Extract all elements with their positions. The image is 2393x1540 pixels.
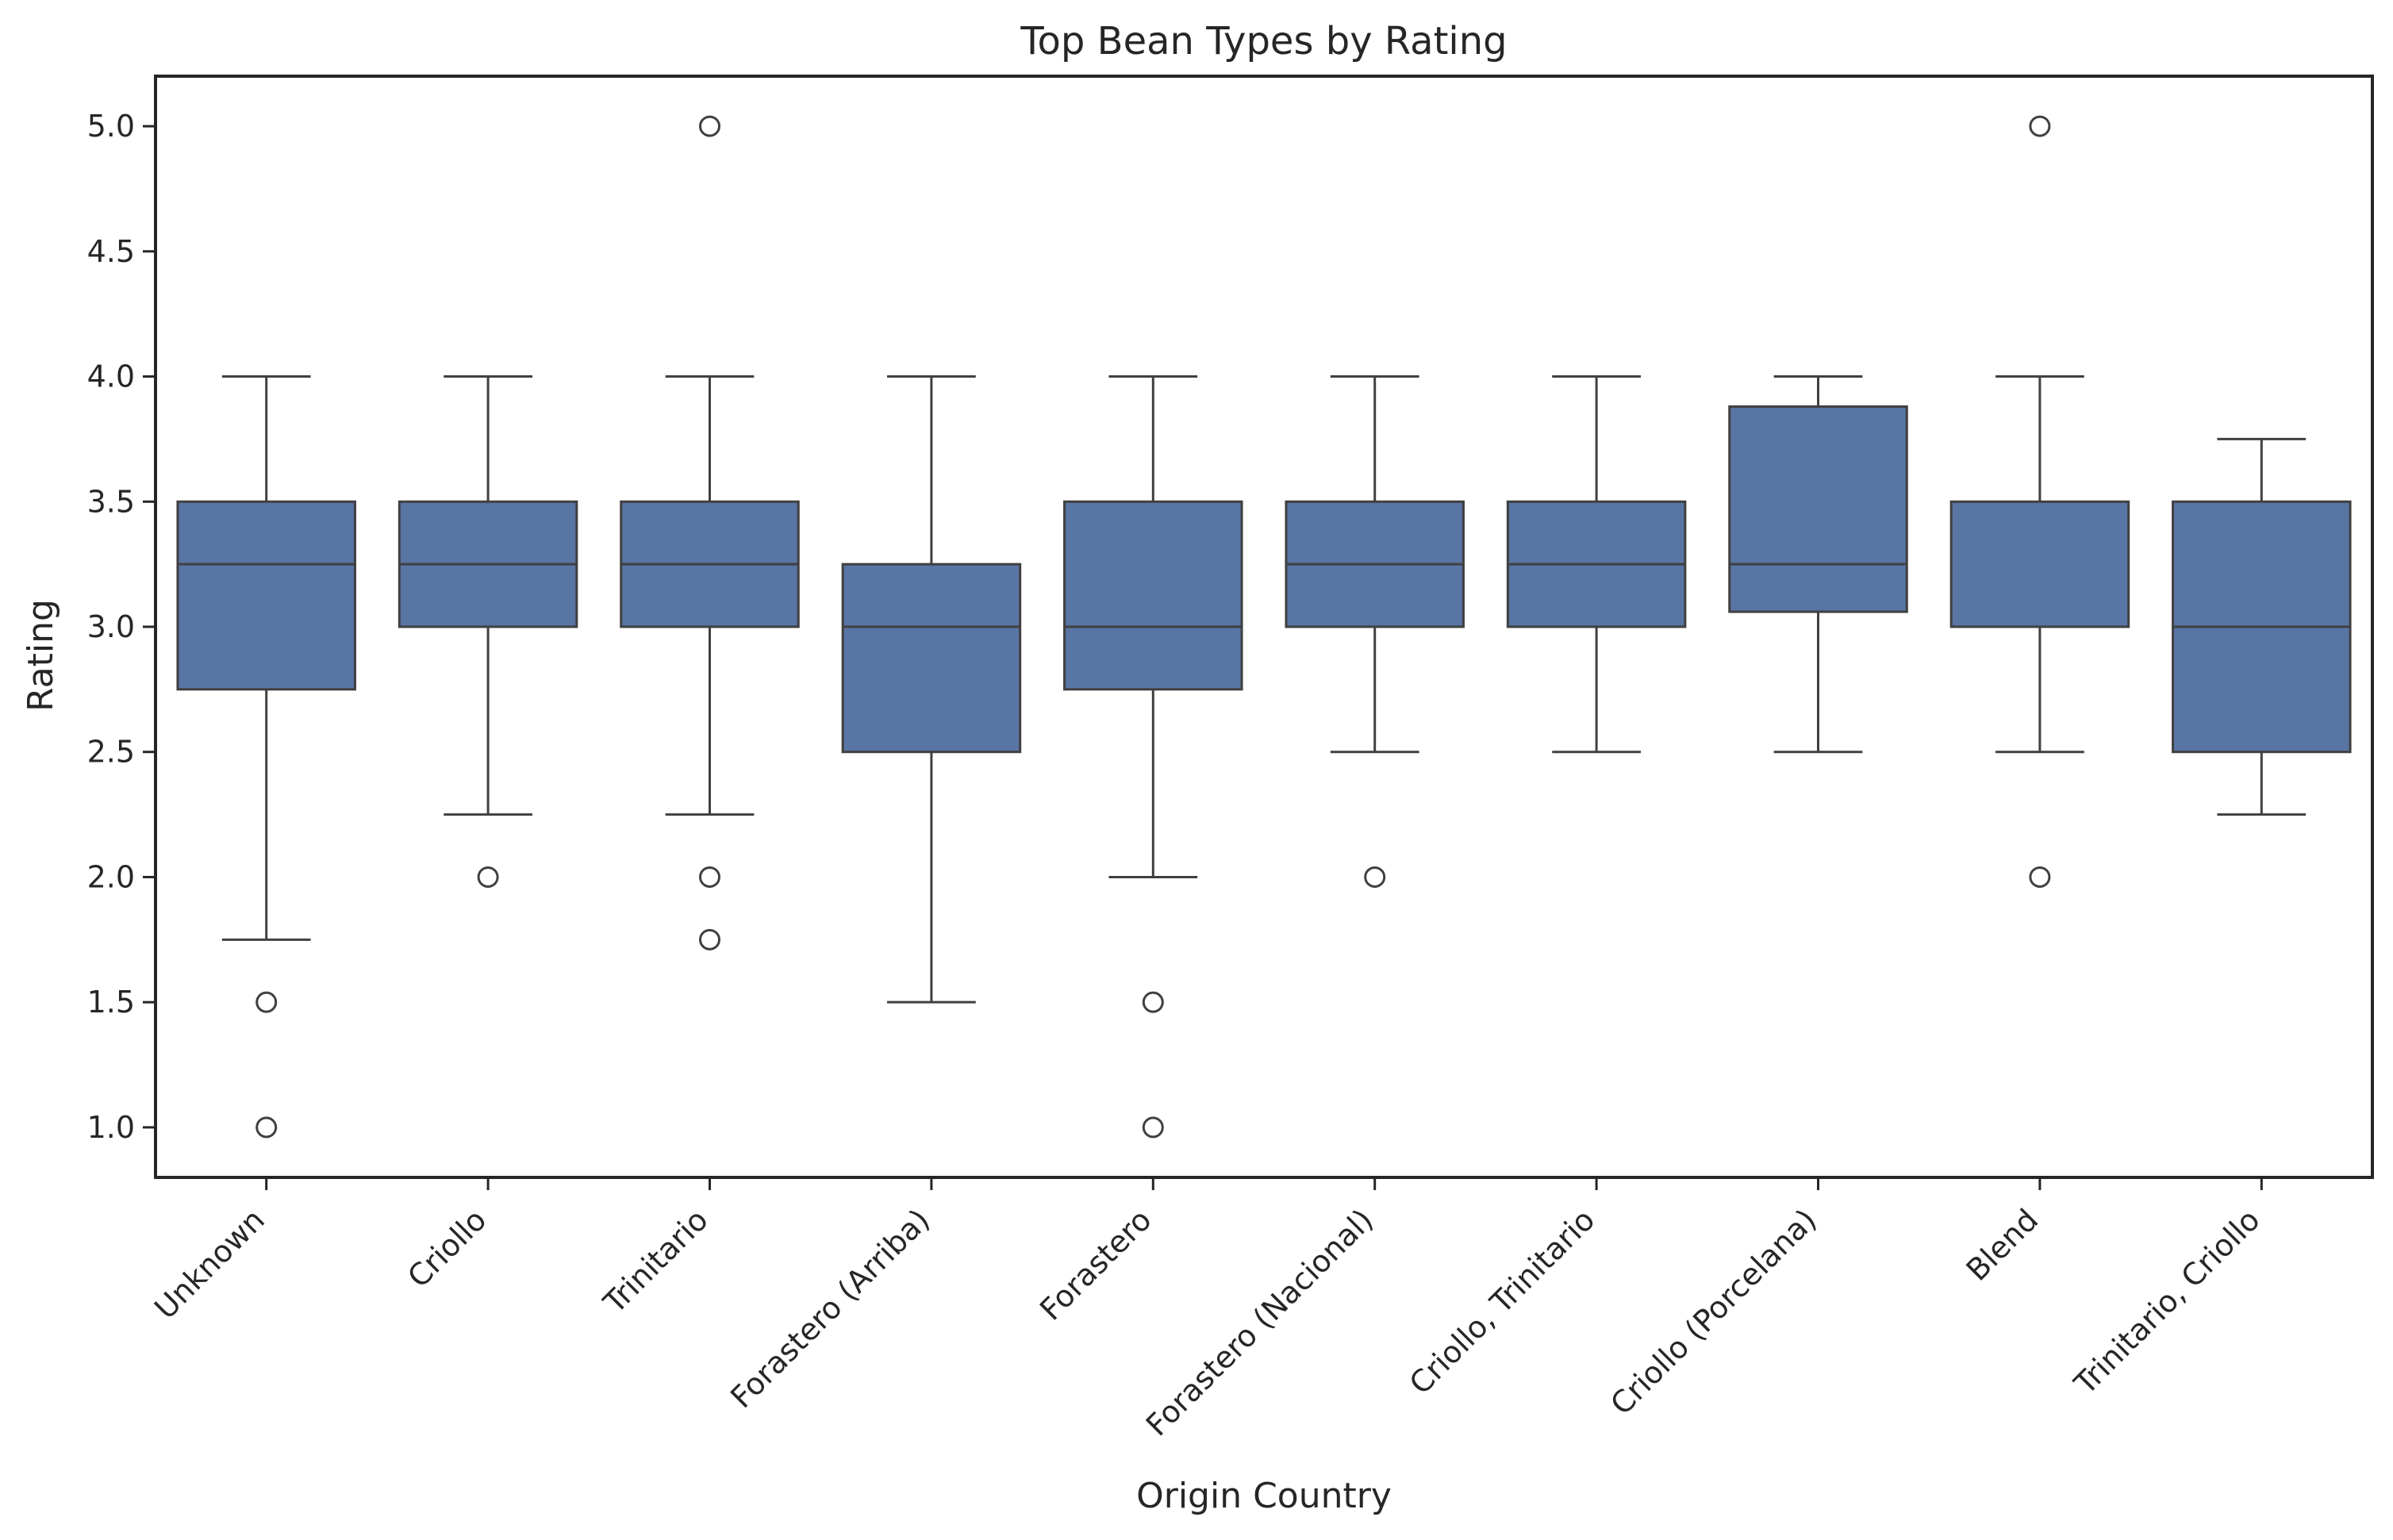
box-group — [1506, 375, 1687, 754]
x-tick-label: Unknown — [148, 1202, 271, 1326]
x-tick-label: Criollo — [401, 1202, 493, 1294]
box-group — [841, 375, 1022, 1004]
y-tick-label: 4.5 — [87, 234, 135, 269]
box-group — [176, 375, 356, 1139]
y-tick-label: 2.0 — [87, 859, 135, 894]
outlier-point — [699, 115, 720, 137]
y-axis: 1.0 1.5 2.0 2.5 3.0 3.5 4.0 4.5 5.0 — [87, 109, 156, 1145]
outlier-point — [255, 991, 278, 1013]
box-group — [1949, 115, 2130, 888]
box-group — [2172, 437, 2352, 816]
outlier-point — [255, 1116, 278, 1139]
outlier-point — [2029, 115, 2051, 137]
y-tick-label: 2.5 — [87, 735, 135, 770]
chart-title: Top Bean Types by Rating — [1020, 19, 1507, 63]
x-axis-label: Origin Country — [1136, 1476, 1392, 1516]
outlier-point — [1142, 1116, 1164, 1139]
y-axis-label: Rating — [21, 599, 61, 712]
box-group — [1285, 375, 1465, 888]
x-tick-label: Forastero — [1033, 1202, 1158, 1327]
x-tick-label: Criollo, Trinitario — [1403, 1202, 1602, 1401]
y-tick-label: 1.0 — [87, 1110, 135, 1145]
x-tick-label: Trinitario — [597, 1202, 715, 1320]
x-tick-label: Forastero (Nacional) — [1139, 1202, 1380, 1442]
x-tick-label: Blend — [1960, 1202, 2045, 1288]
box — [176, 500, 356, 691]
y-tick-label: 4.0 — [87, 359, 135, 394]
outlier-point — [1364, 866, 1386, 888]
box-group — [1728, 375, 1908, 754]
box — [1728, 405, 1908, 613]
box — [841, 563, 1022, 754]
y-tick-label: 3.5 — [87, 484, 135, 519]
box — [1949, 500, 2130, 628]
y-tick-label: 3.0 — [87, 609, 135, 644]
x-tick-label: Trinitario, Criollo — [2067, 1202, 2266, 1401]
outlier-point — [2029, 866, 2051, 888]
plot-area — [176, 115, 2352, 1139]
x-tick-label: Forastero (Arriba) — [724, 1202, 936, 1415]
y-tick-label: 5.0 — [87, 109, 135, 144]
outlier-point — [477, 866, 499, 888]
box-group — [1063, 375, 1243, 1139]
y-tick-label: 1.5 — [87, 985, 135, 1020]
box-group — [620, 115, 800, 950]
outlier-point — [699, 928, 720, 950]
box-group — [398, 375, 578, 888]
outlier-point — [1142, 991, 1164, 1013]
x-axis: Unknown Criollo Trinitario Forastero (Arrib… — [148, 1177, 2267, 1442]
outlier-point — [699, 866, 720, 888]
x-tick-label: Criollo (Porcelana) — [1604, 1202, 1823, 1422]
box — [1063, 500, 1243, 691]
